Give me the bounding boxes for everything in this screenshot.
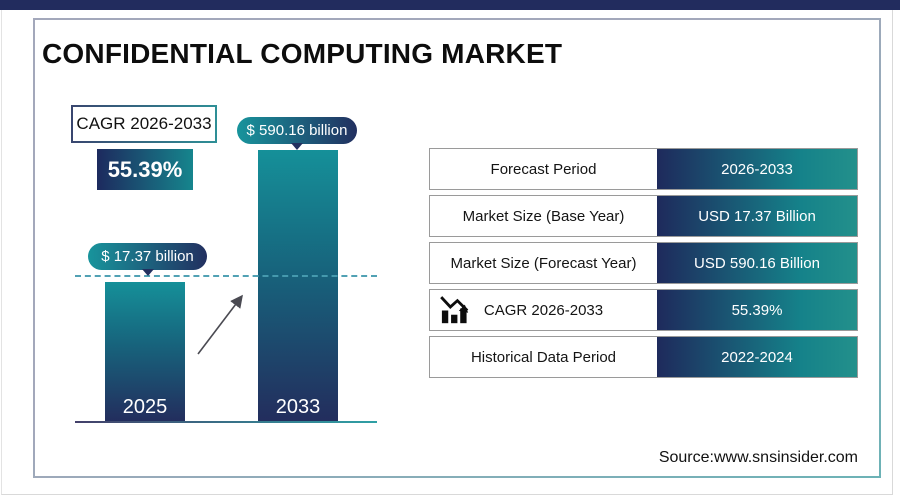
row-label: Historical Data Period [430,337,657,377]
row-label: Forecast Period [430,149,657,189]
cagr-period-label: CAGR 2026-2033 [71,105,217,143]
source-credit: Source:www.snsinsider.com [658,449,858,466]
row-label: Market Size (Forecast Year) [430,243,657,283]
table-row: Market Size (Forecast Year) USD 590.16 B… [429,242,858,284]
row-label: Market Size (Base Year) [430,196,657,236]
row-value: 2026-2033 [657,149,857,189]
bar-label-2025: 2025 [122,396,168,418]
axis-baseline [75,421,377,423]
bar-2025: 2025 [105,282,185,422]
declining-chart-icon [440,296,469,324]
page-title: CONFIDENTIAL COMPUTING MARKET [42,38,563,69]
table-row: Forecast Period 2026-2033 [429,148,858,190]
row-label: CAGR 2026-2033 [430,290,657,330]
growth-arrow-icon [197,294,243,355]
market-summary-table: Forecast Period 2026-2033 Market Size (B… [429,148,858,378]
row-label-text: CAGR 2026-2033 [483,301,604,319]
table-row: Historical Data Period 2022-2024 [429,336,858,378]
cagr-value-badge: 55.39% [97,149,193,190]
row-value: USD 590.16 Billion [657,243,857,283]
row-value: 2022-2024 [657,337,857,377]
table-row: Market Size (Base Year) USD 17.37 Billio… [429,195,858,237]
bar-2033: 2033 [258,150,338,422]
row-value: 55.39% [657,290,857,330]
table-row: CAGR 2026-2033 55.39% [429,289,858,331]
data-label-2033: $ 590.16 billion [237,117,357,144]
top-accent-bar [0,0,900,10]
data-label-2025: $ 17.37 billion [88,243,207,270]
row-value: USD 17.37 Billion [657,196,857,236]
reference-dashed-line [75,275,377,277]
bar-label-2033: 2033 [275,396,321,418]
